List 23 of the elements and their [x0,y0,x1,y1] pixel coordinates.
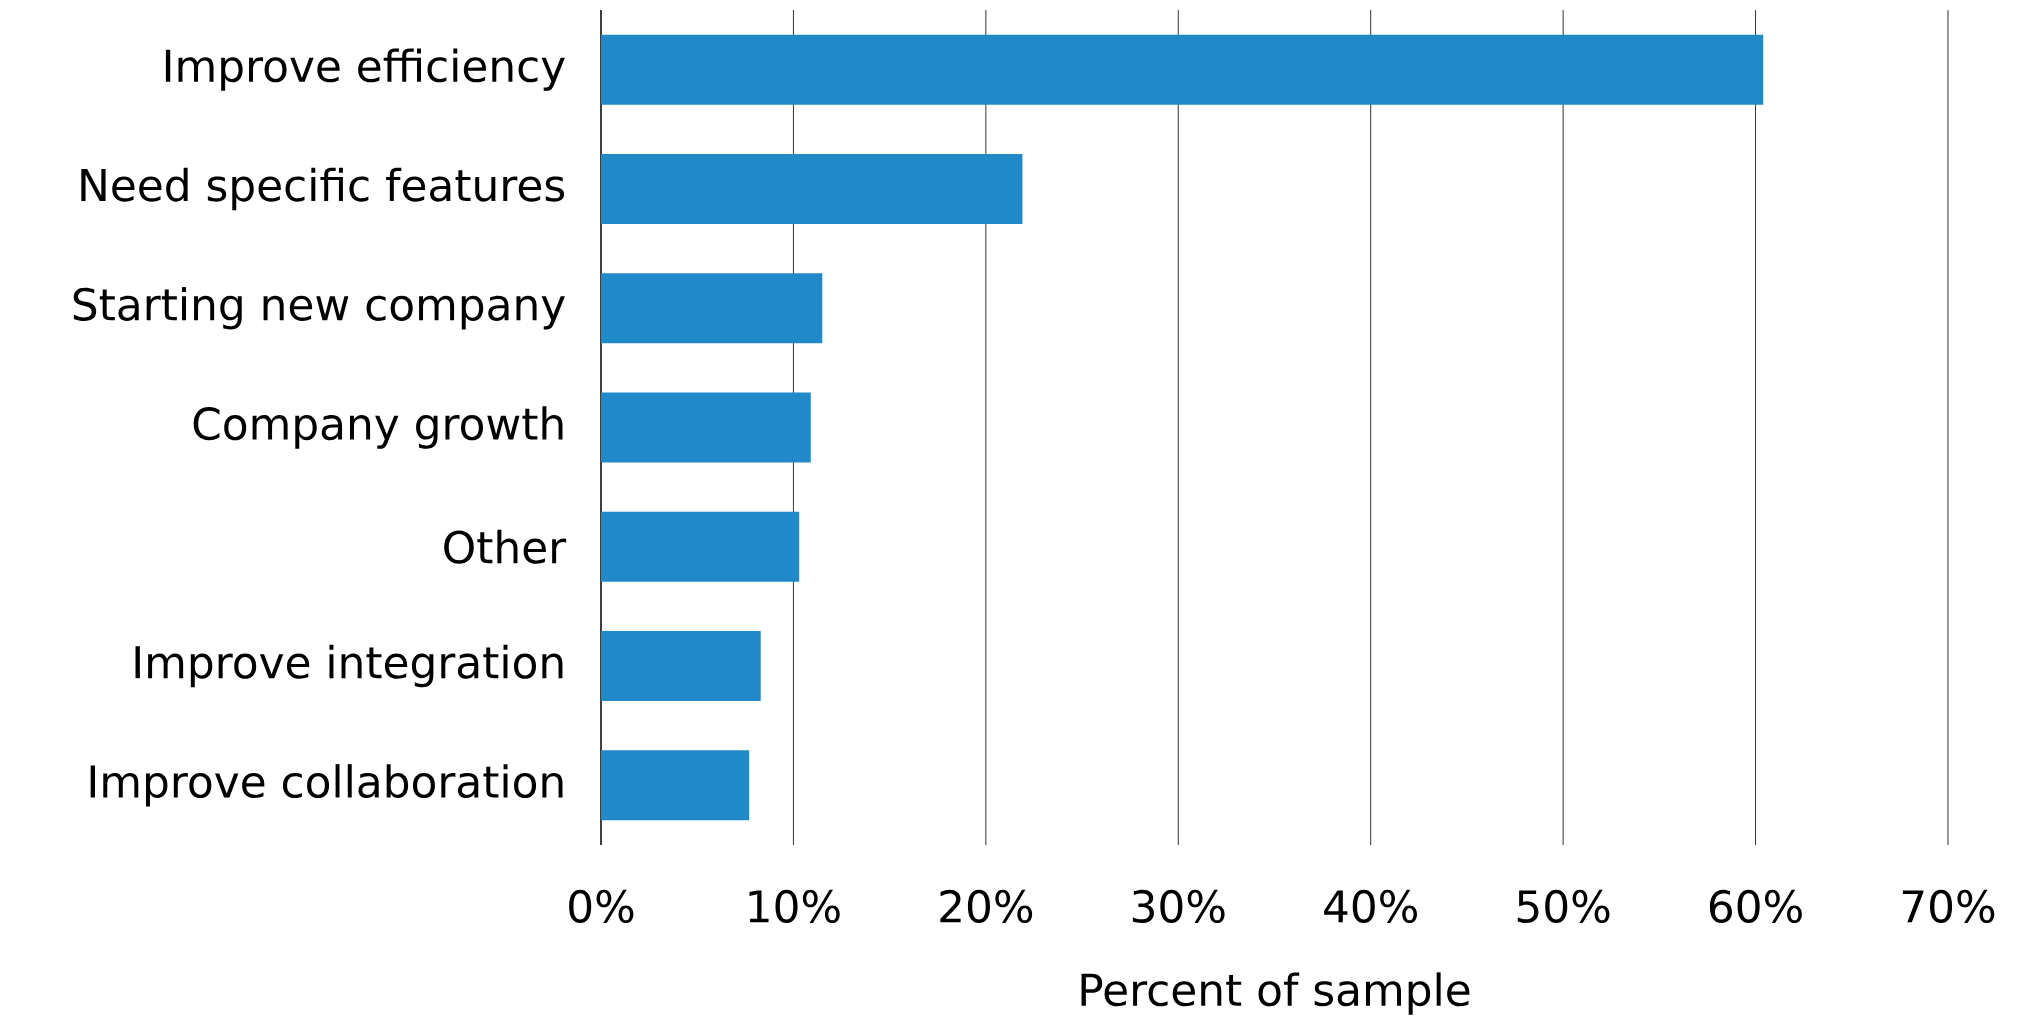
bar [601,392,811,463]
y-tick-label: Improve efficiency [165,48,565,91]
x-axis-title: Percent of sample [1081,972,1470,1015]
x-tick-label: 20% [940,889,1033,923]
x-tick-label: 30% [1132,889,1225,923]
x-tick-label: 0% [569,889,634,923]
bar [601,750,750,821]
y-tick-label: Improve collaboration [90,763,563,807]
bar [601,153,1023,224]
y-tick-label: Company growth [193,406,563,449]
x-tick-label: 70% [1902,889,1995,923]
y-tick-label: Other [444,529,567,564]
y-tick-label: Improve integration [135,644,563,688]
bar [601,34,1764,105]
x-tick-label: 40% [1324,889,1417,923]
bar [601,630,761,701]
bar [601,511,800,582]
x-tick-label: 10% [749,889,840,923]
bar [601,273,823,344]
y-tick-label: Starting new company [73,286,565,330]
y-tick-label: Need specific features [81,167,565,210]
x-tick-label: 60% [1709,889,1802,923]
x-tick-label: 50% [1517,889,1610,923]
